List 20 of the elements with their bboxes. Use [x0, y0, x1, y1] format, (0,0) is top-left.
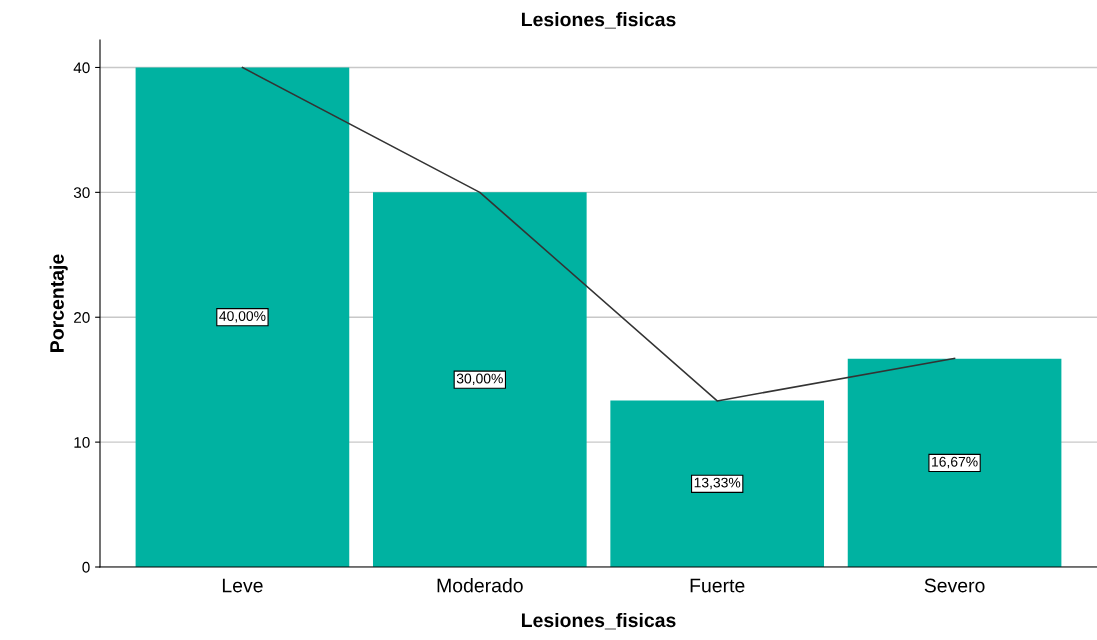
y-tick-label: 0	[82, 561, 90, 573]
chart-title: Lesiones_fisicas	[521, 12, 676, 29]
y-tick-label: 10	[74, 436, 90, 448]
x-tick-label: Fuerte	[690, 578, 745, 593]
y-tick-label: 30	[73, 187, 90, 199]
y-tick-label: 20	[74, 312, 90, 323]
x-tick-label: Leve	[222, 578, 263, 593]
bar	[135, 67, 350, 567]
data-label: 30,00%	[456, 373, 503, 386]
x-axis-title: Lesiones_fisicas	[521, 612, 676, 630]
data-label: 16,67%	[932, 456, 978, 469]
bar	[372, 192, 587, 567]
bar	[610, 400, 825, 567]
data-label: 40,00%	[219, 311, 266, 323]
x-tick-label: Severo	[924, 578, 985, 593]
bar	[847, 358, 1062, 567]
y-tick-label: 40	[73, 62, 90, 74]
x-tick-label: Moderado	[437, 578, 523, 593]
y-axis-title: Porcentaje	[49, 254, 68, 352]
data-label: 13,33%	[694, 477, 741, 490]
